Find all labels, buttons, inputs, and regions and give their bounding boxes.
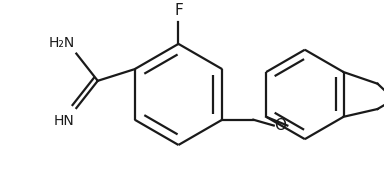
Text: F: F [174, 3, 183, 18]
Text: HN: HN [54, 114, 74, 128]
Text: H₂N: H₂N [48, 36, 74, 50]
Text: O: O [275, 118, 287, 133]
